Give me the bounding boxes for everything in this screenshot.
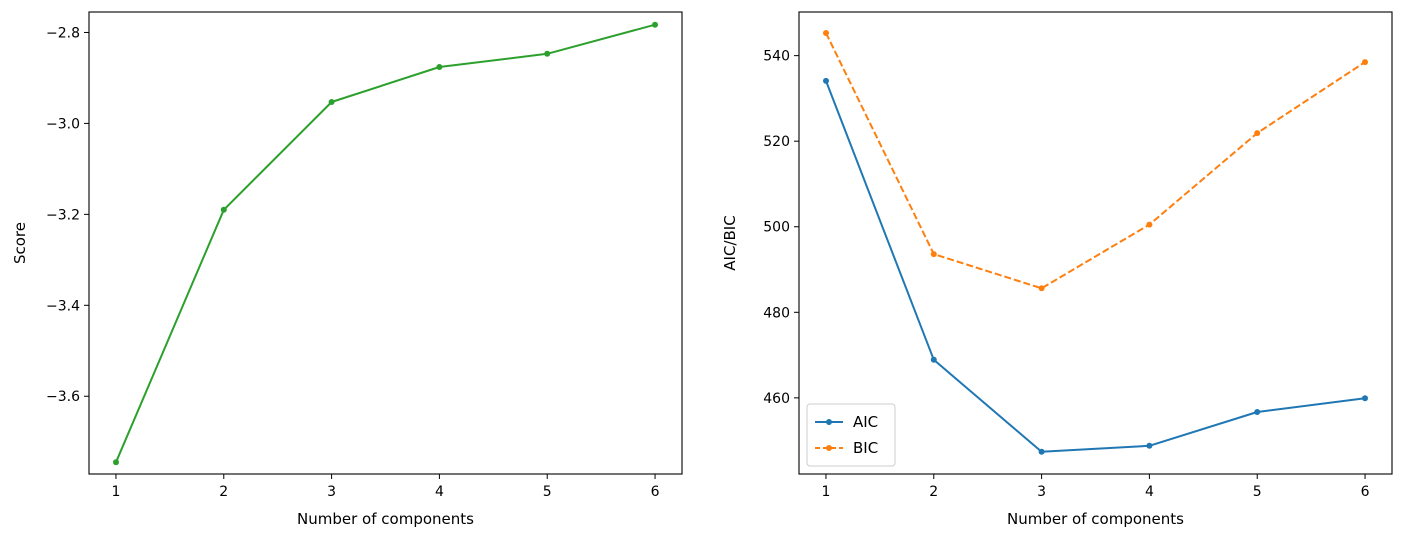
- x-axis-label: Number of components: [297, 510, 474, 528]
- data-point: [544, 50, 551, 57]
- data-point: [1362, 395, 1368, 402]
- data-point: [113, 459, 119, 466]
- x-tick-label: 6: [651, 484, 660, 500]
- x-tick-label: 4: [435, 484, 444, 500]
- series-line-aic: [825, 79, 1366, 453]
- y-tick-label: −3.6: [46, 389, 80, 405]
- data-point: [930, 251, 937, 258]
- y-tick-label: 540: [763, 49, 790, 65]
- data-point: [823, 77, 829, 84]
- y-tick-label: −3.2: [46, 207, 80, 223]
- data-point: [1362, 59, 1368, 66]
- y-tick-label: 520: [763, 134, 790, 150]
- data-point: [930, 356, 937, 363]
- x-tick-label: 2: [219, 484, 228, 500]
- data-point: [328, 99, 335, 105]
- data-point: [1038, 448, 1045, 455]
- plot-frame: [88, 11, 683, 475]
- y-tick-label: −2.8: [46, 25, 80, 41]
- x-axis-label: Number of components: [1007, 510, 1184, 528]
- data-point: [823, 30, 829, 36]
- data-point: [1146, 442, 1153, 449]
- data-point: [652, 21, 658, 28]
- data-point: [220, 206, 227, 213]
- legend-label-aic: AIC: [853, 413, 878, 431]
- y-tick-label: 500: [763, 220, 790, 236]
- score-panel: 1 2 3 4 5 6 −3.6 −3.4 −3.2 −3.0 −2.8 Number of comp…: [11, 11, 683, 528]
- x-tick-label: 3: [327, 484, 336, 500]
- x-tick-label: 4: [1145, 484, 1154, 500]
- legend-marker: [826, 445, 832, 451]
- legend-marker: [826, 419, 832, 425]
- y-tick-label: −3.0: [46, 116, 80, 132]
- data-point: [1254, 130, 1261, 137]
- x-tick-label: 1: [821, 484, 830, 500]
- plot-frame: [798, 11, 1393, 475]
- y-tick-label: 480: [763, 305, 790, 321]
- x-tick-label: 1: [111, 484, 120, 500]
- y-axis-label: AIC/BIC: [721, 215, 739, 270]
- data-point: [1254, 409, 1261, 415]
- x-tick-label: 5: [543, 484, 552, 500]
- data-point: [1146, 221, 1153, 228]
- x-tick-label: 5: [1253, 484, 1262, 500]
- legend: AIC BIC: [806, 403, 896, 467]
- legend-label-bic: BIC: [853, 439, 878, 457]
- data-point: [1038, 285, 1045, 292]
- aic-bic-panel: 1 2 3 4 5 6 460 480 500 520 540 Number of component…: [721, 11, 1393, 528]
- series-line-bic: [825, 32, 1366, 290]
- y-axis-label: Score: [11, 222, 29, 264]
- series-line-0-0: [115, 23, 656, 464]
- legend-box: [806, 403, 896, 467]
- x-tick-label: 6: [1361, 484, 1370, 500]
- y-tick-label: 460: [763, 391, 790, 407]
- y-tick-label: −3.4: [46, 298, 80, 314]
- data-point: [436, 64, 443, 70]
- x-tick-label: 3: [1037, 484, 1046, 500]
- x-tick-label: 2: [929, 484, 938, 500]
